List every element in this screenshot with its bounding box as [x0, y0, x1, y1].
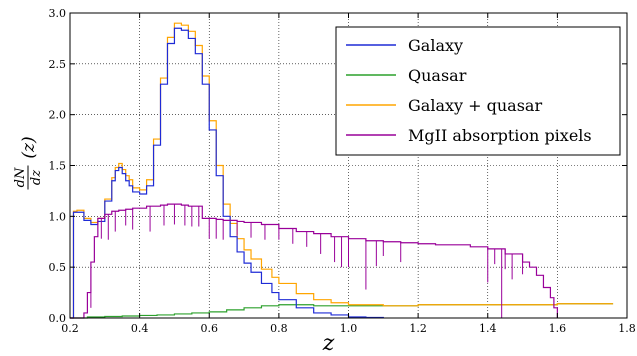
x-tick-label: 1.8	[618, 322, 636, 335]
series-line-galaxy-quasar	[70, 22, 614, 319]
x-tick-label: 0.8	[270, 322, 288, 335]
y-tick-label: 0.0	[49, 312, 67, 325]
y-tick-label: 2.0	[49, 109, 67, 122]
legend-entry: MgII absorption pixels	[408, 126, 592, 145]
y-tick-label: 2.5	[49, 58, 67, 71]
x-tick-label: 1.2	[409, 322, 427, 335]
y-axis-label: dN dz (z)	[13, 136, 44, 190]
x-tick-label: 1.0	[340, 322, 358, 335]
x-tick-label: 0.2	[61, 322, 79, 335]
x-tick-label: 0.6	[201, 322, 219, 335]
axis-labels: z dN dz (z)	[13, 136, 335, 356]
y-tick-label: 3.0	[49, 7, 67, 20]
legend-box	[335, 26, 621, 156]
x-tick-label: 1.4	[479, 322, 497, 335]
legend: Galaxy Quasar Galaxy + quasar MgII absorpti…	[335, 26, 621, 156]
x-tick-label: 0.4	[131, 322, 149, 335]
y-tick-label: 1.0	[49, 210, 67, 223]
x-tick-label: 1.6	[549, 322, 567, 335]
y-label-denominator: dz	[29, 170, 44, 185]
legend-entry: Galaxy	[408, 36, 463, 55]
x-axis-label: z	[322, 331, 335, 356]
y-tick-label: 0.5	[49, 261, 67, 274]
y-tick-label: 1.5	[49, 160, 67, 173]
y-label-numerator: dN	[13, 167, 28, 187]
y-label-argument: (z)	[19, 136, 39, 158]
legend-entry: Galaxy + quasar	[408, 96, 542, 115]
legend-entry: Quasar	[408, 66, 467, 85]
series-line-galaxy	[70, 27, 384, 319]
